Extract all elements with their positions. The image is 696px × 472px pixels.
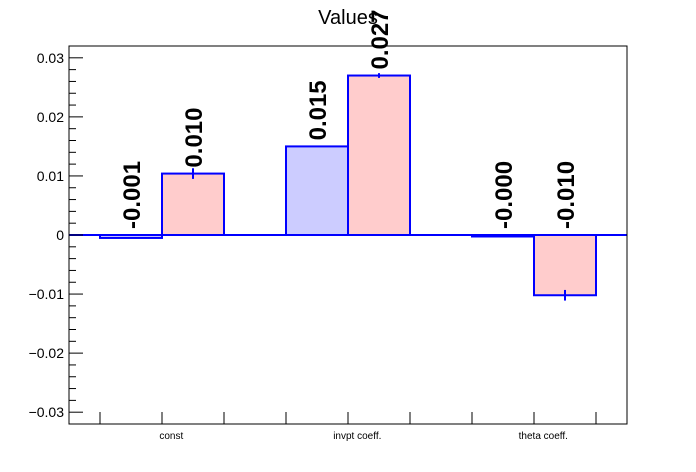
bar xyxy=(347,74,411,236)
axes-layer: −0.03 −0.02 −0.01 0 0.01 0.02 0.03 const invpt c… xyxy=(29,45,597,442)
y-tick-label: −0.02 xyxy=(29,345,65,361)
y-tick-label: 0.02 xyxy=(37,109,64,125)
y-tick-label: 0.03 xyxy=(37,50,64,66)
data-label: 0.010 xyxy=(181,108,208,168)
data-label: -0.010 xyxy=(553,161,580,229)
y-tick-label: −0.03 xyxy=(29,404,65,420)
bar xyxy=(161,172,225,236)
data-label: -0.000 xyxy=(491,161,518,229)
x-category-label: theta coeff. xyxy=(519,431,568,442)
chart-title: Values xyxy=(318,7,378,29)
bar xyxy=(533,234,597,297)
data-label: 0.015 xyxy=(305,80,332,140)
y-tick-label: 0 xyxy=(56,227,64,243)
bars-layer xyxy=(99,73,597,301)
data-label: -0.001 xyxy=(119,161,146,229)
x-category-label: const xyxy=(159,431,183,442)
y-tick-label: −0.01 xyxy=(29,286,65,302)
x-category-label: invpt coeff. xyxy=(333,431,381,442)
value-labels-layer: -0.001 0.015 -0.000 0.010 0.027 -0.010 xyxy=(119,9,580,229)
bar xyxy=(285,145,349,236)
data-label: 0.027 xyxy=(367,9,394,69)
y-tick-label: 0.01 xyxy=(37,168,64,184)
